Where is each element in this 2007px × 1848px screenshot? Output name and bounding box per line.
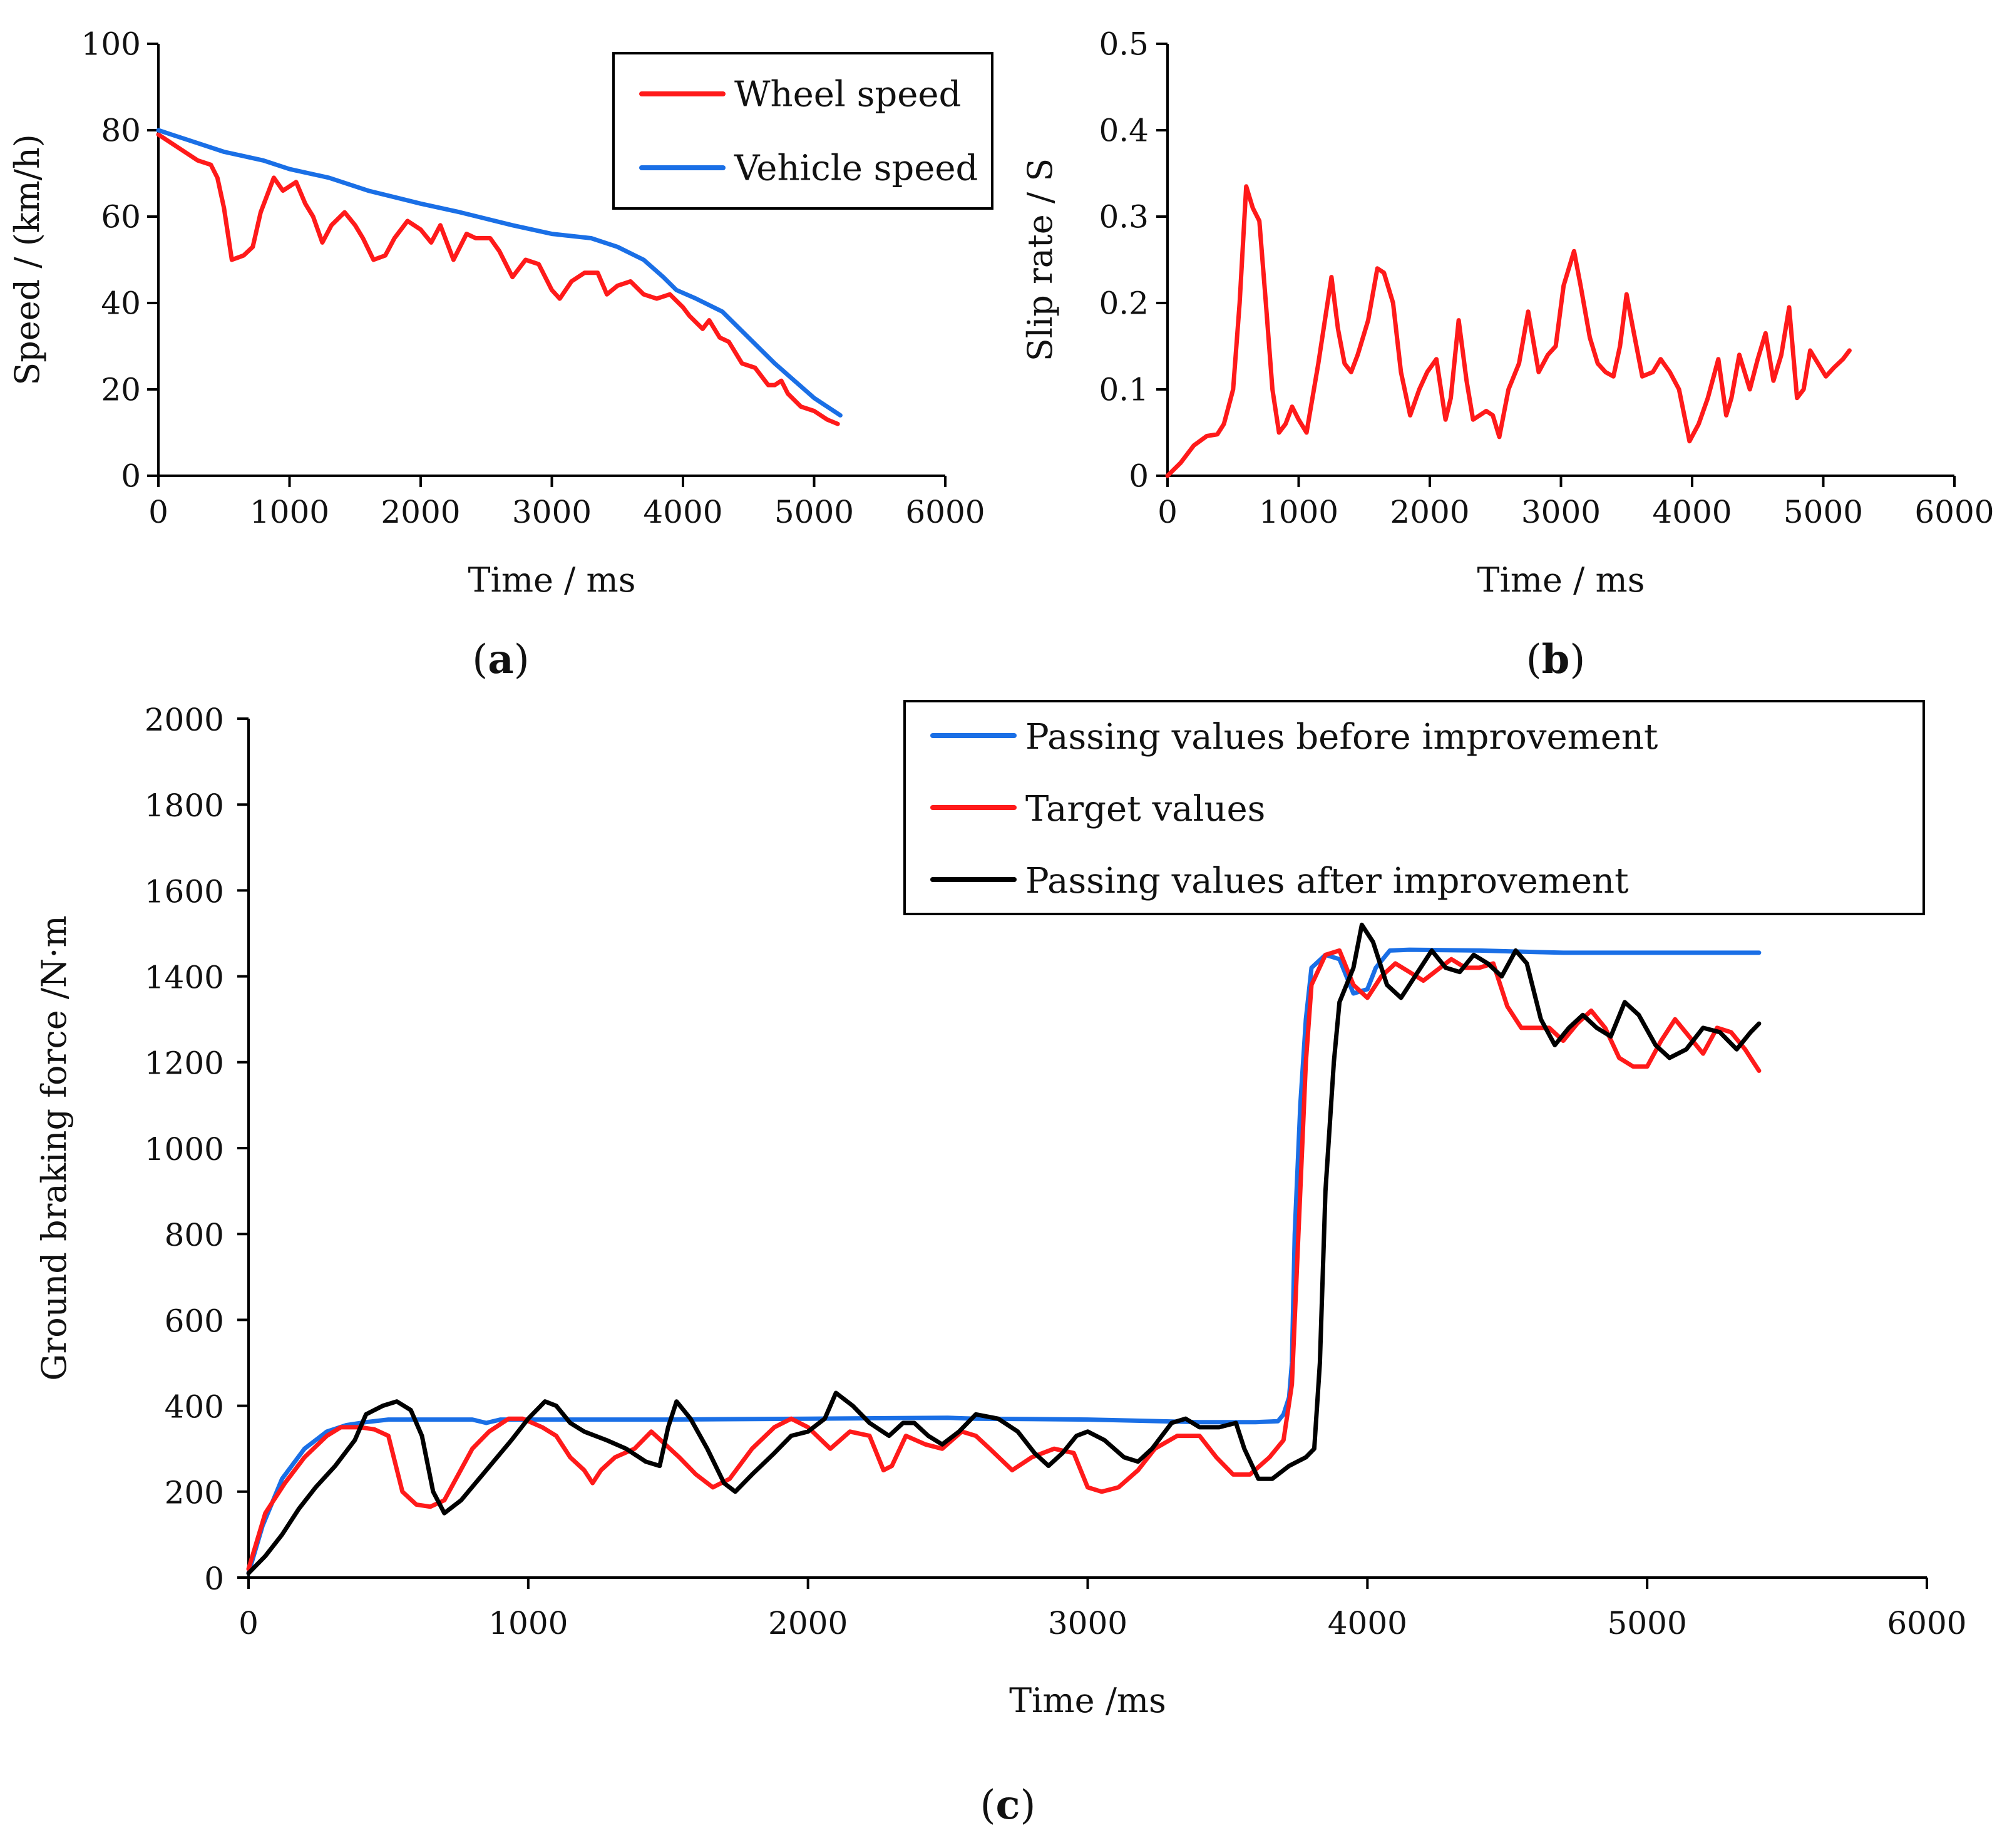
y-tick-label: 2000 [145, 702, 224, 738]
x-tick-label: 0 [1157, 494, 1178, 530]
panel-letter: (a) [472, 636, 529, 683]
y-tick-label: 1400 [145, 960, 224, 996]
x-tick-label: 0 [239, 1605, 259, 1641]
x-tick-label: 6000 [905, 494, 985, 530]
y-tick-label: 1800 [145, 788, 224, 824]
x-tick-label: 4000 [1328, 1605, 1407, 1641]
y-tick-label: 400 [165, 1389, 224, 1425]
x-tick-label: 2000 [1390, 494, 1469, 530]
x-tick-label: 2000 [381, 494, 460, 530]
x-tick-label: 2000 [768, 1605, 848, 1641]
legend-label: Passing values before improvement [1025, 717, 1658, 757]
legend-label: Target values [1025, 789, 1265, 829]
x-tick-label: 4000 [1652, 494, 1732, 530]
y-tick-label: 0.5 [1099, 26, 1149, 63]
y-tick-label: 0 [204, 1561, 224, 1597]
y-tick-label: 0 [1129, 458, 1149, 495]
y-tick-label: 80 [101, 113, 141, 149]
x-tick-label: 5000 [774, 494, 854, 530]
y-tick-label: 0.3 [1099, 199, 1149, 235]
series-line-2 [246, 948, 1762, 1571]
legend-box [903, 700, 1925, 915]
x-tick-label: 4000 [643, 494, 722, 530]
y-tick-label: 0.1 [1099, 372, 1149, 408]
x-axis-title: Time / ms [468, 560, 636, 600]
x-tick-label: 6000 [1914, 494, 1994, 530]
series-line-1 [246, 947, 1762, 1576]
y-axis-title: Speed / (km/h) [8, 134, 47, 386]
x-tick-label: 3000 [1521, 494, 1601, 530]
y-tick-label: 60 [101, 199, 141, 235]
x-tick-label: 6000 [1887, 1605, 1966, 1641]
series-line-2 [156, 128, 843, 418]
series-line-3 [246, 922, 1762, 1576]
x-tick-label: 5000 [1784, 494, 1863, 530]
y-tick-label: 0.4 [1099, 113, 1149, 149]
y-axis-title: Slip rate / S [1020, 158, 1060, 361]
x-tick-label: 1000 [488, 1605, 568, 1641]
y-tick-label: 200 [165, 1475, 224, 1511]
panel-letter: (c) [980, 1782, 1036, 1829]
y-axis-title: Ground braking force /N·m [34, 915, 74, 1380]
chart-panel-c: 0 200 400 600 800 1000 1200 1400 1600 1800 2000 0 10… [34, 700, 1967, 1829]
x-axis-title: Time /ms [1009, 1681, 1166, 1720]
series-line-1 [1165, 184, 1852, 478]
x-axis-title: Time / ms [1477, 560, 1645, 600]
chart-panel-b: 0 0.1 0.2 0.3 0.4 0.5 0 1000 2000 3000 4000 5000 600… [1020, 26, 1994, 684]
y-tick-label: 1000 [145, 1131, 224, 1168]
legend-box [612, 52, 993, 210]
legend-label: Wheel speed [734, 74, 961, 115]
y-tick-label: 1200 [145, 1045, 224, 1082]
x-tick-label: 0 [148, 494, 168, 530]
y-tick-label: 100 [81, 26, 141, 63]
x-tick-label: 1000 [1259, 494, 1338, 530]
y-tick-label: 0 [121, 458, 141, 495]
legend-label: Passing values after improvement [1025, 861, 1629, 901]
x-tick-label: 5000 [1608, 1605, 1687, 1641]
y-tick-label: 20 [101, 372, 141, 408]
x-tick-label: 3000 [512, 494, 592, 530]
series-line-1 [156, 132, 840, 426]
legend-label: Vehicle speed [734, 148, 978, 189]
x-tick-label: 3000 [1048, 1605, 1127, 1641]
y-tick-label: 1600 [145, 873, 224, 910]
y-tick-label: 0.2 [1099, 285, 1149, 322]
y-tick-label: 800 [165, 1217, 224, 1253]
x-tick-label: 1000 [250, 494, 329, 530]
y-tick-label: 40 [101, 285, 141, 322]
panel-letter: (b) [1526, 636, 1586, 683]
y-tick-label: 600 [165, 1303, 224, 1339]
